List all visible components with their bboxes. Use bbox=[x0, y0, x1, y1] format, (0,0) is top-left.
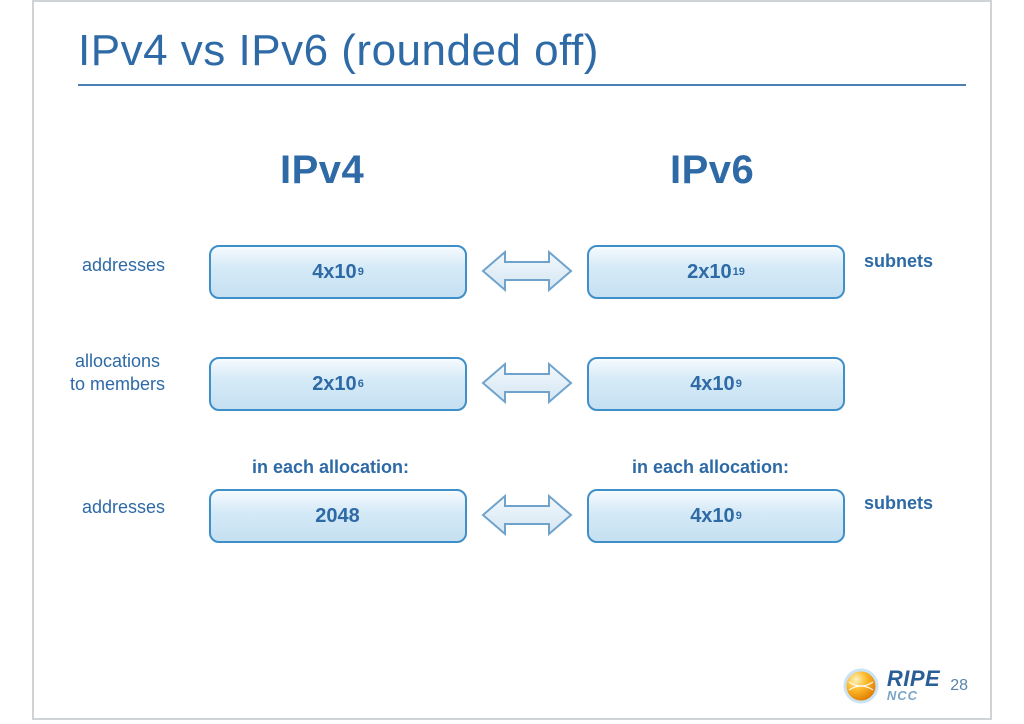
row1-ipv6-exp: 19 bbox=[733, 266, 745, 278]
row2-ipv6-base: 4x10 bbox=[690, 373, 735, 396]
row3-ipv6-exp: 9 bbox=[736, 510, 742, 522]
row2-ipv6-box: 4x109 bbox=[587, 357, 845, 411]
row1-ipv4-exp: 9 bbox=[358, 266, 364, 278]
row3-ipv4-base: 2048 bbox=[315, 505, 360, 528]
ripe-line1: RIPE bbox=[887, 669, 940, 690]
slide-title: IPv4 vs IPv6 (rounded off) bbox=[78, 26, 966, 76]
row2-ipv6-exp: 9 bbox=[736, 378, 742, 390]
ipv6-header: IPv6 bbox=[670, 148, 754, 193]
row3-ipv4-box: 2048 bbox=[209, 489, 467, 543]
row1-ipv6-box: 2x1019 bbox=[587, 245, 845, 299]
row1-double-arrow-icon bbox=[481, 246, 573, 296]
ripe-line2: NCC bbox=[887, 690, 940, 702]
row2-left-label: allocations to members bbox=[70, 350, 165, 395]
row2-double-arrow-icon bbox=[481, 358, 573, 408]
row1-ipv4-base: 4x10 bbox=[312, 261, 357, 284]
row3-ipv6-box: 4x109 bbox=[587, 489, 845, 543]
ipv4-header: IPv4 bbox=[280, 148, 364, 193]
row1-ipv6-base: 2x10 bbox=[687, 261, 732, 284]
row3-ipv6-base: 4x10 bbox=[690, 505, 735, 528]
row2-ipv4-box: 2x106 bbox=[209, 357, 467, 411]
title-underline bbox=[78, 84, 966, 86]
row3-ipv6-sublabel: in each allocation: bbox=[632, 457, 789, 478]
ripe-logo: RIPE NCC bbox=[843, 668, 940, 704]
footer: RIPE NCC 28 bbox=[843, 668, 968, 704]
ripe-text: RIPE NCC bbox=[887, 669, 940, 702]
page-number: 28 bbox=[950, 677, 968, 695]
row3-double-arrow-icon bbox=[481, 490, 573, 540]
row1-left-label: addresses bbox=[82, 254, 165, 277]
row1-ipv4-box: 4x109 bbox=[209, 245, 467, 299]
row2-ipv4-exp: 6 bbox=[358, 378, 364, 390]
slide-frame: IPv4 vs IPv6 (rounded off) IPv4 IPv6 add… bbox=[32, 0, 992, 720]
row1-right-label: subnets bbox=[864, 250, 933, 273]
title-block: IPv4 vs IPv6 (rounded off) bbox=[78, 26, 966, 86]
globe-icon bbox=[843, 668, 879, 704]
row3-left-label: addresses bbox=[82, 496, 165, 519]
row3-ipv4-sublabel: in each allocation: bbox=[252, 457, 409, 478]
row2-ipv4-base: 2x10 bbox=[312, 373, 357, 396]
row3-right-label: subnets bbox=[864, 492, 933, 515]
